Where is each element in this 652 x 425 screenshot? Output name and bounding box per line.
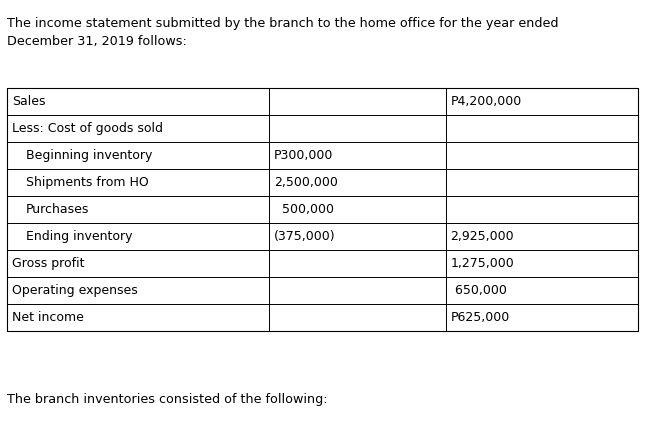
Text: The income statement submitted by the branch to the home office for the year end: The income statement submitted by the br…: [7, 17, 559, 30]
Text: Gross profit: Gross profit: [12, 257, 85, 270]
Bar: [7, 88, 638, 331]
Text: 2,925,000: 2,925,000: [451, 230, 514, 243]
Text: 500,000: 500,000: [274, 203, 334, 216]
Text: P625,000: P625,000: [451, 311, 510, 324]
Text: Less: Cost of goods sold: Less: Cost of goods sold: [12, 122, 163, 135]
Text: Ending inventory: Ending inventory: [26, 230, 132, 243]
Text: December 31, 2019 follows:: December 31, 2019 follows:: [7, 35, 187, 48]
Text: Sales: Sales: [12, 95, 46, 108]
Text: Purchases: Purchases: [26, 203, 89, 216]
Text: (375,000): (375,000): [274, 230, 336, 243]
Text: Beginning inventory: Beginning inventory: [26, 149, 153, 162]
Text: 2,500,000: 2,500,000: [274, 176, 338, 189]
Text: P300,000: P300,000: [274, 149, 333, 162]
Text: Net income: Net income: [12, 311, 84, 324]
Text: 1,275,000: 1,275,000: [451, 257, 514, 270]
Text: The branch inventories consisted of the following:: The branch inventories consisted of the …: [7, 393, 327, 406]
Text: Shipments from HO: Shipments from HO: [26, 176, 149, 189]
Text: P4,200,000: P4,200,000: [451, 95, 522, 108]
Text: 650,000: 650,000: [451, 284, 507, 297]
Text: Operating expenses: Operating expenses: [12, 284, 138, 297]
